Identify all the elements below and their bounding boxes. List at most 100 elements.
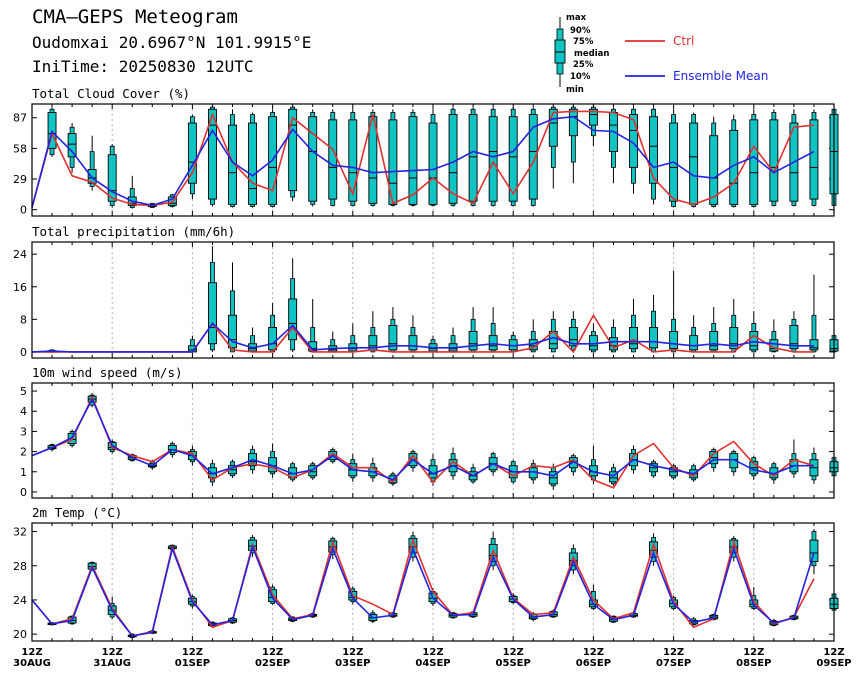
box-iqr xyxy=(749,331,759,351)
ensemble-box xyxy=(669,109,679,208)
x-tick-date: 09SEP xyxy=(816,658,851,669)
ensemble-box xyxy=(388,109,398,207)
panel-title: 10m wind speed (m/s) xyxy=(32,365,183,380)
panel-title: 2m Temp (°C) xyxy=(32,505,122,520)
x-tick-hour: 12Z xyxy=(342,647,363,658)
box-iqr xyxy=(809,119,819,200)
box-iqr xyxy=(47,112,57,149)
box-iqr xyxy=(187,122,197,184)
box-iqr xyxy=(488,335,498,351)
x-tick-date: 30AUG xyxy=(13,658,51,669)
ensemble-box xyxy=(508,107,518,207)
panel-frame xyxy=(31,103,835,217)
y-tick-label: 0 xyxy=(20,204,27,217)
ensemble-box xyxy=(669,463,679,480)
y-tick-label: 87 xyxy=(13,112,27,125)
ensemble-box xyxy=(729,449,739,476)
y-tick-label: 32 xyxy=(13,526,27,539)
y-tick-label: 3 xyxy=(20,425,27,438)
box-iqr xyxy=(548,108,558,147)
ensemble-box xyxy=(408,109,418,207)
legend-key-label: min xyxy=(566,85,584,95)
box-iqr xyxy=(308,116,318,202)
y-tick-label: 29 xyxy=(13,173,27,186)
x-tick-date: 02SEP xyxy=(255,658,290,669)
x-tick-date: 08SEP xyxy=(736,658,771,669)
ensemble-box xyxy=(629,298,638,353)
panel-3: 10m wind speed (m/s) 0 1 2 3 4 5 xyxy=(20,365,839,499)
y-tick-label: 0 xyxy=(20,346,27,359)
box-iqr xyxy=(789,324,799,350)
ensemble-box xyxy=(348,109,358,207)
ensemble-box xyxy=(809,109,819,207)
y-tick-label: 58 xyxy=(13,142,27,155)
x-tick-hour: 12Z xyxy=(102,647,123,658)
ensemble-box xyxy=(588,106,598,147)
ctrl-line xyxy=(31,110,815,208)
ensemble-box xyxy=(328,109,338,207)
ensemble-mean-line xyxy=(31,115,815,208)
ensemble-box xyxy=(107,144,117,208)
ensemble-box xyxy=(769,319,779,353)
ensemble-box xyxy=(789,439,799,478)
figure-title: CMA—GEPS Meteogram xyxy=(32,6,238,28)
box-iqr xyxy=(408,116,418,205)
box-iqr xyxy=(508,116,518,202)
ensemble-box xyxy=(809,447,819,484)
box-iqr xyxy=(749,119,759,205)
y-tick-label: 5 xyxy=(20,385,27,398)
box-iqr xyxy=(729,453,739,469)
ensemble-mean-line xyxy=(31,544,815,637)
legend-key-label: max xyxy=(566,13,587,23)
x-tick-hour: 12Z xyxy=(743,647,764,658)
box-iqr xyxy=(87,169,97,184)
ensemble-box xyxy=(749,311,759,353)
legend-key-label: 75% xyxy=(573,37,594,47)
x-tick-date: 31AUG xyxy=(93,658,131,669)
box-iqr xyxy=(568,327,578,347)
init-time-label: IniTime: 20250830 12UTC xyxy=(32,57,254,76)
panel-2: Total precipitation (mm/6h) 0 8 16 24 xyxy=(13,224,839,359)
ensemble-box xyxy=(368,610,378,624)
ensemble-box xyxy=(448,107,458,207)
ensemble-box xyxy=(228,262,237,353)
box-iqr xyxy=(348,119,358,202)
box-iqr xyxy=(468,114,478,202)
ensemble-box xyxy=(548,463,558,490)
ensemble-box xyxy=(588,445,598,484)
panel-frame xyxy=(31,382,835,499)
ensemble-mean-line xyxy=(31,397,814,481)
ensemble-box xyxy=(368,311,378,353)
ensemble-box xyxy=(207,106,217,207)
x-tick-hour: 12Z xyxy=(503,647,524,658)
y-tick-label: 2 xyxy=(20,446,27,459)
ensemble-box xyxy=(769,109,779,207)
box-iqr xyxy=(649,116,658,184)
box-iqr xyxy=(468,331,478,351)
box-iqr xyxy=(609,337,618,351)
x-tick-date: 06SEP xyxy=(576,658,611,669)
x-tick-hour: 12Z xyxy=(583,647,604,658)
box-iqr xyxy=(709,331,719,351)
ensemble-box xyxy=(709,116,719,208)
ensemble-box xyxy=(568,311,578,352)
ensemble-box xyxy=(468,307,478,353)
legend-key-label: median xyxy=(574,49,609,59)
legend-ctrl-label: Ctrl xyxy=(673,34,694,48)
ensemble-box xyxy=(548,106,558,189)
box-iqr xyxy=(629,327,638,350)
ensemble-box xyxy=(568,106,578,184)
panel-title: Total precipitation (mm/6h) xyxy=(32,224,235,239)
x-tick-hour: 12Z xyxy=(663,647,684,658)
ensemble-box xyxy=(488,307,498,353)
box-iqr xyxy=(448,114,458,204)
x-tick-hour: 12Z xyxy=(823,647,844,658)
ensemble-box xyxy=(729,114,739,208)
box-iqr xyxy=(649,541,658,558)
